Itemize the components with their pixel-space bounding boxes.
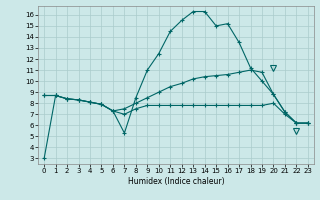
X-axis label: Humidex (Indice chaleur): Humidex (Indice chaleur) [128,177,224,186]
